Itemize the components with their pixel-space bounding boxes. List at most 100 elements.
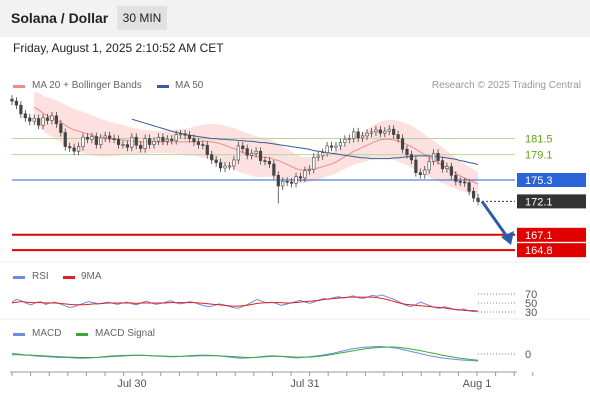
candle-body bbox=[85, 136, 90, 140]
candle-body bbox=[179, 133, 183, 136]
candle-body bbox=[400, 138, 405, 150]
candle-body bbox=[418, 172, 422, 175]
candle-body bbox=[338, 142, 343, 147]
candle-body bbox=[334, 145, 338, 148]
candle-body bbox=[214, 159, 218, 163]
candle-body bbox=[32, 118, 36, 122]
candle-body bbox=[205, 144, 209, 155]
candle-body bbox=[471, 191, 476, 199]
macd-tick-0: 0 bbox=[525, 349, 531, 361]
candle-body bbox=[50, 115, 54, 121]
candle-body bbox=[347, 138, 351, 140]
candle-body bbox=[289, 181, 294, 184]
candle-body bbox=[440, 160, 445, 169]
macd-legend-swatch bbox=[13, 333, 25, 336]
candle-body bbox=[361, 135, 365, 139]
level-tag-167.1 bbox=[517, 227, 586, 242]
candle-body bbox=[307, 169, 311, 171]
level-label-179.1: 179.1 bbox=[525, 150, 553, 162]
candle-body bbox=[227, 165, 232, 168]
candle-body bbox=[236, 145, 240, 161]
rsi-ma-legend-label: 9MA bbox=[81, 271, 102, 282]
candle-body bbox=[285, 181, 289, 183]
candle-body bbox=[14, 100, 19, 106]
forecast-arrow bbox=[480, 200, 510, 239]
candle-body bbox=[387, 128, 391, 132]
level-tag-172.1 bbox=[517, 194, 586, 209]
level-tag-164.8 bbox=[517, 243, 586, 258]
candle-body bbox=[112, 138, 116, 140]
macd-signal-legend-swatch bbox=[76, 333, 88, 336]
ma20-legend-label: MA 20 + Bollinger Bands bbox=[32, 80, 142, 91]
rsi-tick-30: 30 bbox=[525, 307, 537, 319]
candle-body bbox=[54, 115, 58, 125]
candle-body bbox=[116, 138, 121, 145]
candle-body bbox=[454, 175, 458, 182]
candle-body bbox=[449, 166, 453, 176]
candle-body bbox=[281, 181, 285, 187]
candle-body bbox=[192, 138, 196, 143]
candle-body bbox=[316, 155, 320, 158]
candle-body bbox=[467, 182, 471, 192]
candle-body bbox=[196, 141, 201, 145]
candle-body bbox=[90, 136, 94, 140]
rsi-tick-50: 50 bbox=[525, 298, 537, 310]
level-label-172.1: 172.1 bbox=[525, 196, 553, 208]
candle-body bbox=[312, 156, 316, 170]
level-label-167.1: 167.1 bbox=[525, 230, 553, 242]
candle-body bbox=[10, 98, 14, 102]
rsi-tick-70: 70 bbox=[525, 289, 537, 301]
candle-body bbox=[374, 129, 378, 133]
candle-body bbox=[76, 146, 81, 152]
candle-body bbox=[72, 147, 76, 152]
candle-body bbox=[343, 138, 347, 143]
candle-body bbox=[121, 144, 125, 146]
candle-body bbox=[383, 130, 387, 134]
candle-body bbox=[263, 160, 267, 162]
x-tick-label: Aug 1 bbox=[463, 378, 492, 390]
candle-body bbox=[187, 134, 192, 139]
ma50-legend-swatch bbox=[157, 85, 169, 88]
candle-body bbox=[147, 138, 152, 145]
level-label-175.3: 175.3 bbox=[525, 175, 553, 187]
candle-body bbox=[241, 145, 245, 149]
candle-body bbox=[41, 117, 45, 126]
candle-body bbox=[436, 152, 440, 161]
candle-body bbox=[298, 176, 303, 179]
x-tick-label: Jul 31 bbox=[290, 378, 319, 390]
candle-body bbox=[223, 165, 227, 169]
candle-body bbox=[108, 135, 112, 139]
candle-body bbox=[432, 152, 436, 162]
ma20-legend-swatch bbox=[13, 85, 25, 88]
candle-body bbox=[59, 123, 63, 133]
rsi-legend-label: RSI bbox=[32, 271, 49, 282]
candle-body bbox=[165, 138, 169, 142]
candle-body bbox=[276, 175, 280, 187]
credit-text: Research © 2025 Trading Central bbox=[431, 80, 581, 91]
candle-body bbox=[303, 170, 307, 179]
candle-body bbox=[369, 131, 374, 134]
candle-body bbox=[170, 138, 174, 141]
timestamp: Friday, August 1, 2025 2:10:52 AM CET bbox=[13, 41, 224, 55]
candle-body bbox=[218, 162, 223, 169]
level-label-164.8: 164.8 bbox=[525, 245, 553, 257]
candle-body bbox=[45, 117, 50, 121]
candle-body bbox=[396, 134, 400, 139]
candle-body bbox=[201, 144, 205, 146]
timeframe-button[interactable]: 30 MIN bbox=[117, 6, 167, 30]
candle-body bbox=[321, 152, 325, 157]
candle-body bbox=[250, 152, 254, 156]
candle-body bbox=[63, 132, 67, 147]
rsi-ma-legend-swatch bbox=[63, 276, 75, 279]
candle-body bbox=[232, 159, 236, 167]
candle-body bbox=[427, 160, 431, 171]
candle-body bbox=[28, 117, 32, 122]
candle-body bbox=[463, 181, 467, 184]
candle-body bbox=[81, 136, 85, 147]
candle-body bbox=[94, 136, 98, 145]
candle-body bbox=[210, 154, 214, 161]
candle-body bbox=[445, 166, 449, 169]
header-bar: Solana / Dollar 30 MIN bbox=[0, 0, 590, 37]
ma50-legend-label: MA 50 bbox=[175, 80, 204, 91]
candle-body bbox=[365, 132, 369, 137]
